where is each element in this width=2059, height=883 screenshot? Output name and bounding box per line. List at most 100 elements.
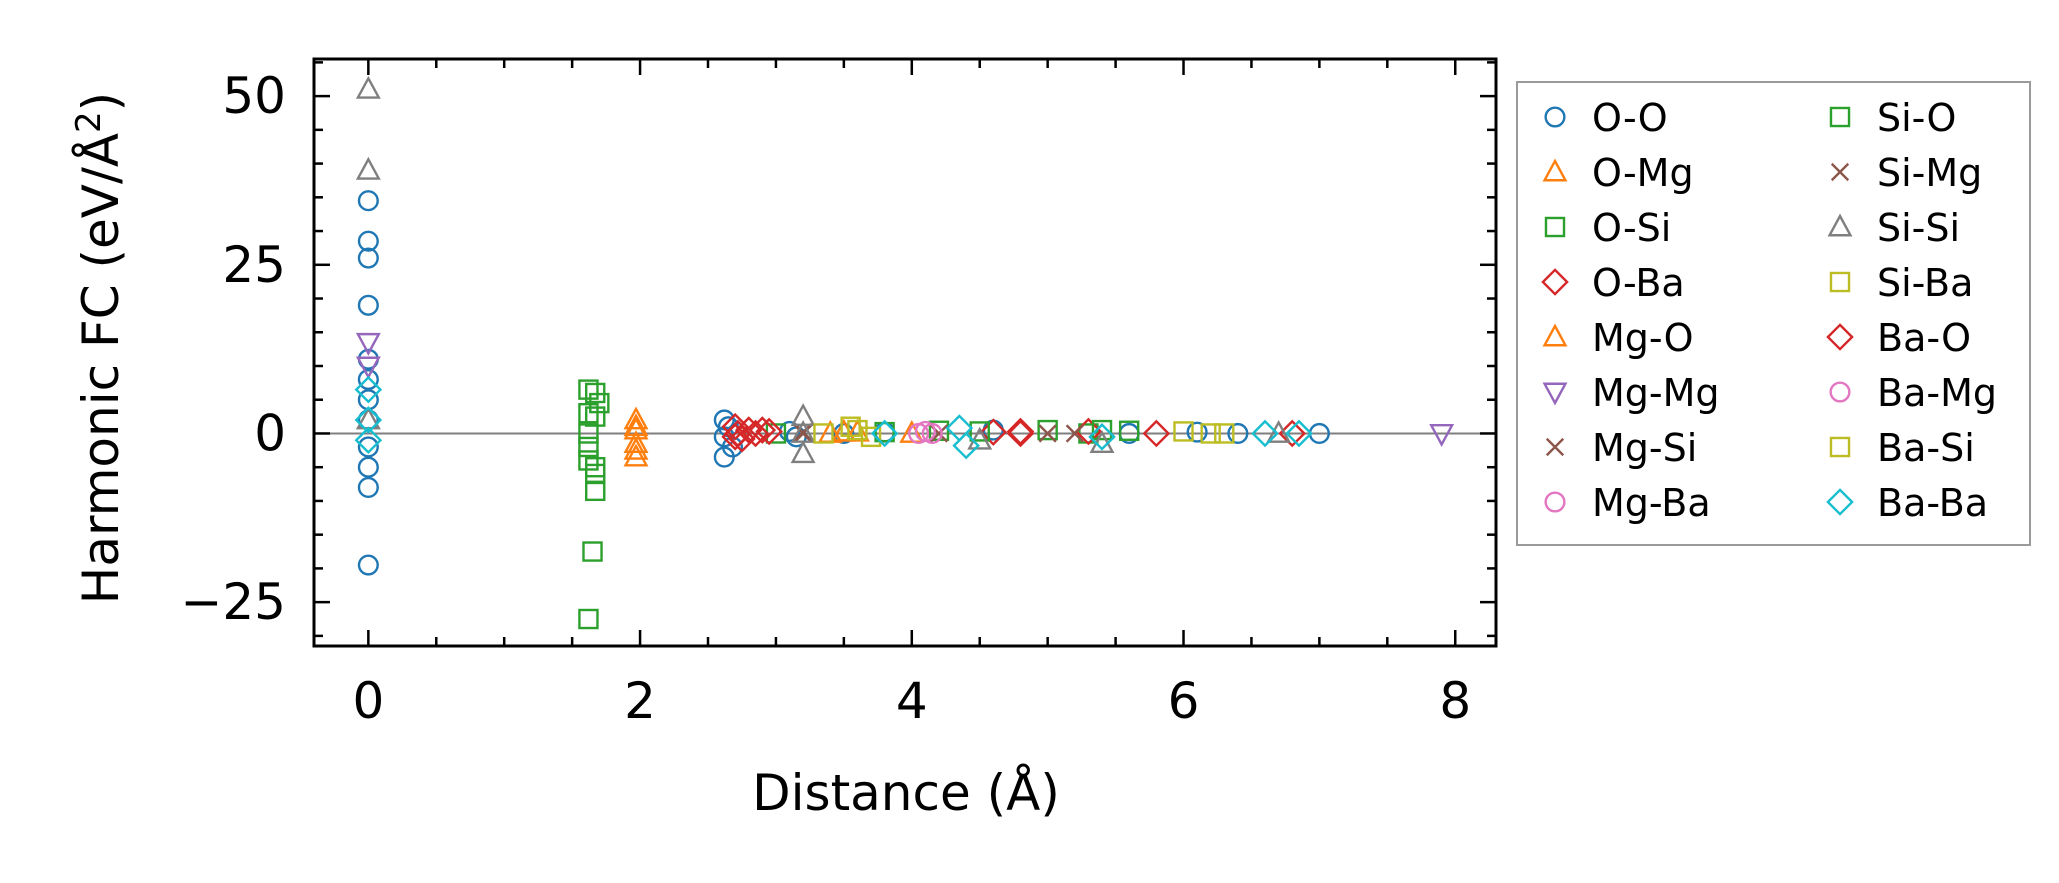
data-point [847,419,868,441]
data-point [357,190,379,212]
legend-item: Mg-Ba [1544,481,1711,525]
legend-item: O-O [1544,96,1668,140]
legend-item: Si-Mg [1830,151,1982,195]
legend-marker [1541,268,1569,296]
x-tick-label: 8 [1439,672,1471,730]
data-point [1186,421,1208,443]
legend-marker [1826,488,1854,516]
series-si-ba [813,416,1235,448]
legend-label: O-Mg [1592,151,1694,195]
data-point [748,416,777,444]
data-point [623,430,649,454]
legend-marker [1829,436,1851,458]
x-tick-label: 0 [352,672,384,730]
data-point [1173,421,1194,442]
legend-item: Si-Si [1827,206,1960,250]
data-point [741,419,770,448]
data-point [833,422,855,445]
data-point [1142,419,1171,448]
legend-marker [1544,216,1566,238]
data-point [914,420,936,442]
plot-frame [312,57,1498,648]
legend-label: Mg-Ba [1592,481,1711,525]
legend-marker [1830,162,1850,182]
y-tick-label: 50 [222,67,286,125]
series-ba-ba [354,375,1313,460]
legend-label: O-O [1592,96,1668,140]
data-point [578,450,599,471]
data-point [357,247,379,269]
data-point [967,426,993,450]
data-point [357,456,379,478]
legend-marker [1829,381,1851,403]
y-tick-label: 25 [222,236,286,294]
data-point [755,417,783,446]
legend-label: O-Ba [1592,261,1685,305]
data-point [589,392,610,414]
data-point [357,230,379,252]
data-point [1038,424,1057,443]
data-point [1091,419,1113,441]
data-point [1285,419,1313,448]
legend-item: Si-O [1829,96,1956,140]
y-axis-label-superscript: 2 [69,111,109,133]
data-point [813,423,834,444]
y-axis-label-prefix: Harmonic FC (eV/Å [72,133,130,604]
data-point [585,463,606,485]
legend-frame [1516,81,2031,546]
data-point [1251,419,1279,448]
x-tick-label: 2 [624,672,656,730]
data-point [355,156,381,180]
y-axis-label-suffix: ) [72,92,130,112]
legend-marker [1544,106,1566,128]
data-point [585,406,606,427]
legend-label: Si-Mg [1877,151,1982,195]
legend-marker [1544,491,1566,513]
data-point [1200,423,1221,444]
legend-marker [1542,323,1568,347]
series-ba-mg [914,420,936,442]
legend-item: O-Si [1544,206,1671,250]
legend-label: Ba-O [1877,316,1971,360]
legend-item: O-Ba [1541,261,1685,305]
data-point [354,406,383,434]
x-tick-label: 4 [896,672,928,730]
legend-marker [1826,323,1854,351]
data-point [578,379,599,400]
plot-area [312,57,1498,648]
legend-item: Ba-Ba [1826,481,1988,525]
data-point [357,294,379,316]
y-tick-label: 0 [254,404,286,462]
y-axis-label: Harmonic FC (eV/Å2) [69,92,130,604]
legend-item: Mg-Si [1545,426,1697,470]
series-si-mg [794,423,1057,443]
data-point [623,413,649,437]
data-point [357,476,379,498]
legend-label: Mg-Si [1592,426,1697,470]
series-ba-o [721,416,1035,451]
series-ba-si [847,419,1221,444]
legend-item: Si-Ba [1829,261,1973,305]
data-point [355,332,381,356]
data-point [870,419,899,448]
data-point [355,75,381,99]
data-point [623,436,649,460]
data-point [1266,419,1292,443]
legend-marker [1542,158,1568,182]
legend-label: Ba-Si [1877,426,1975,470]
data-point [979,418,1008,446]
series-si-o [578,419,1113,478]
data-point [585,480,606,502]
legend-item: Ba-Si [1829,426,1975,470]
data-points [354,75,1455,630]
data-point [790,419,816,443]
data-point [357,368,379,391]
data-point [969,421,990,442]
data-point [355,356,381,380]
data-point [728,425,756,453]
data-point [1227,422,1249,445]
data-point [357,554,379,576]
legend-marker [1829,106,1851,128]
data-point [860,426,882,448]
